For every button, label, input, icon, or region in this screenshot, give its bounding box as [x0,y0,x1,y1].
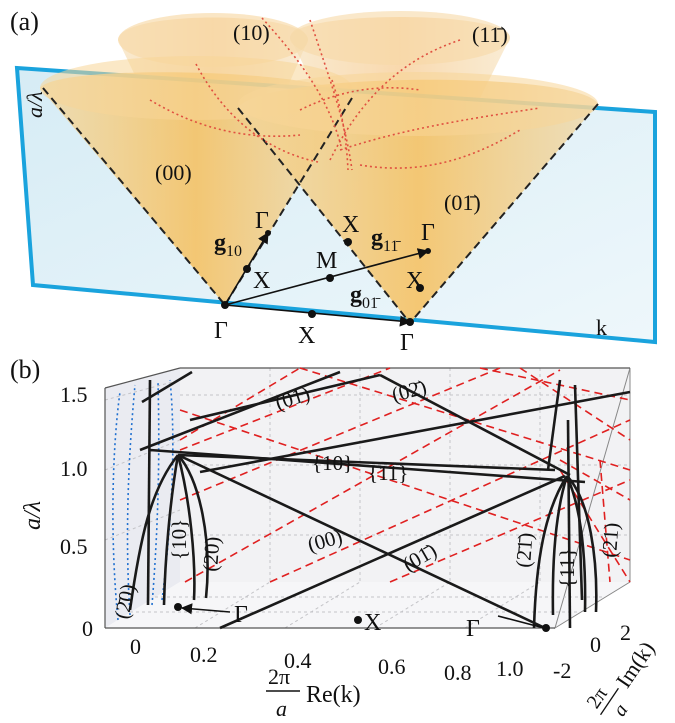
plane-axis-x: k [596,315,607,340]
x-axis-main: Re(k) [306,682,361,708]
y-axis: 0 0.5 1.0 1.5 a/λ [20,382,93,641]
x-axis-prefix-den: a [276,696,287,721]
label-x-mid-b: X [364,610,381,636]
label-x-left: X [253,268,270,294]
label-g0m1: g01̄ [350,282,381,312]
band-label-10set: {10} [312,451,353,475]
x-tick-0: 0 [130,634,141,659]
z-tick-m2: -2 [553,658,571,683]
z-tick-0: 0 [590,632,601,657]
z-axis-main: Im(k) [611,637,660,693]
cone-1m1-rim [290,11,510,65]
point-gamma-bl [221,301,229,309]
panel-a-label: (a) [10,7,39,36]
z-axis: 2 0 -2 2π a Im(k) [553,620,660,721]
panel-b: (b) [10,355,660,721]
y-tick-0: 0 [82,616,93,641]
label-g1m1: g11̄ [371,225,401,255]
cone-0m1-label: (01̄) [444,190,481,215]
x-tick-0.4: 0.4 [284,648,312,673]
x-tick-1.0: 1.0 [496,656,524,681]
point-x-right [416,284,424,292]
point-gamma-right-b [542,624,550,632]
band-label-m2m1: (2̄1̄) [511,532,537,569]
x-axis: 0 0.2 0.4 0.6 0.8 1.0 2π a Re(k) [130,634,524,721]
y-tick-1.0: 1.0 [60,456,88,481]
panel-a-labels: a/λ k (00) (10) (11̄) (01̄) Γ X Γ Γ Γ X … [22,20,607,356]
label-g10: g10 [214,230,242,260]
label-gamma-ul: Γ [255,208,269,234]
cone-0m1-body [238,79,598,323]
vector-g0m1 [224,304,412,327]
x-tick-0.2: 0.2 [190,642,218,667]
label-gamma-ur: Γ [421,220,435,246]
cone-0m1-rim [238,72,598,136]
point-x-mid-b [354,616,362,624]
y-tick-0.5: 0.5 [60,534,88,559]
label-gamma-br: Γ [400,330,414,356]
floor-line-right [497,615,545,629]
box-left-wall [105,368,180,628]
y-axis-label: a/λ [20,501,46,530]
z-tick-2: 2 [620,620,631,645]
x-tick-0.6: 0.6 [378,654,406,679]
plane-axis-y: a/λ [22,91,47,118]
x-tick-0.8: 0.8 [444,660,472,685]
cone-1m1-label: (11̄) [472,22,508,47]
front-cones [40,56,598,323]
z-axis-fraction-bar [600,687,619,716]
z-axis-prefix-den: a [609,700,633,721]
point-gamma-left-b [174,603,182,611]
point-gamma-ul [265,230,271,236]
label-gamma-right-b: Γ [466,616,480,642]
panel-a: (a) [10,7,657,356]
point-gamma-br [406,318,414,326]
label-x-upper: X [342,212,359,238]
y-tick-1.5: 1.5 [60,382,88,407]
band-label-21: (21) [597,522,623,559]
cone-10-label: (10) [233,20,270,45]
panel-a-points [221,230,431,326]
label-gamma-bl: Γ [214,318,228,344]
point-m [326,274,334,282]
panel-b-label: (b) [10,355,40,384]
label-gamma-left-b: Γ [234,602,248,628]
band-label-11set: {11} [368,461,408,485]
x-axis-prefix-num: 2π [268,664,290,689]
label-m: M [316,248,337,274]
box-back-wall [180,368,630,582]
box-edges [104,367,630,629]
dotted-bands [112,379,174,621]
box-grid [104,368,630,629]
band-label-10box: {10} [167,519,191,560]
box-right-outline [554,367,631,630]
point-x-bottom [308,310,316,318]
floor-path: Γ X Γ [174,602,550,642]
cone-00-label: (00) [155,160,192,185]
point-gamma-ur [425,248,431,254]
solid-bands [128,370,631,630]
cone-10-rim [118,13,308,67]
dotted-intersections [149,17,541,171]
band-label-11box: {11} [555,548,579,588]
point-x-upper [344,238,352,246]
point-x-left [243,265,251,273]
band-label-20: (2̄0) [198,536,224,573]
label-x-bottom: X [298,323,315,349]
floor-arrow [180,603,231,615]
label-x-right: X [406,268,423,294]
